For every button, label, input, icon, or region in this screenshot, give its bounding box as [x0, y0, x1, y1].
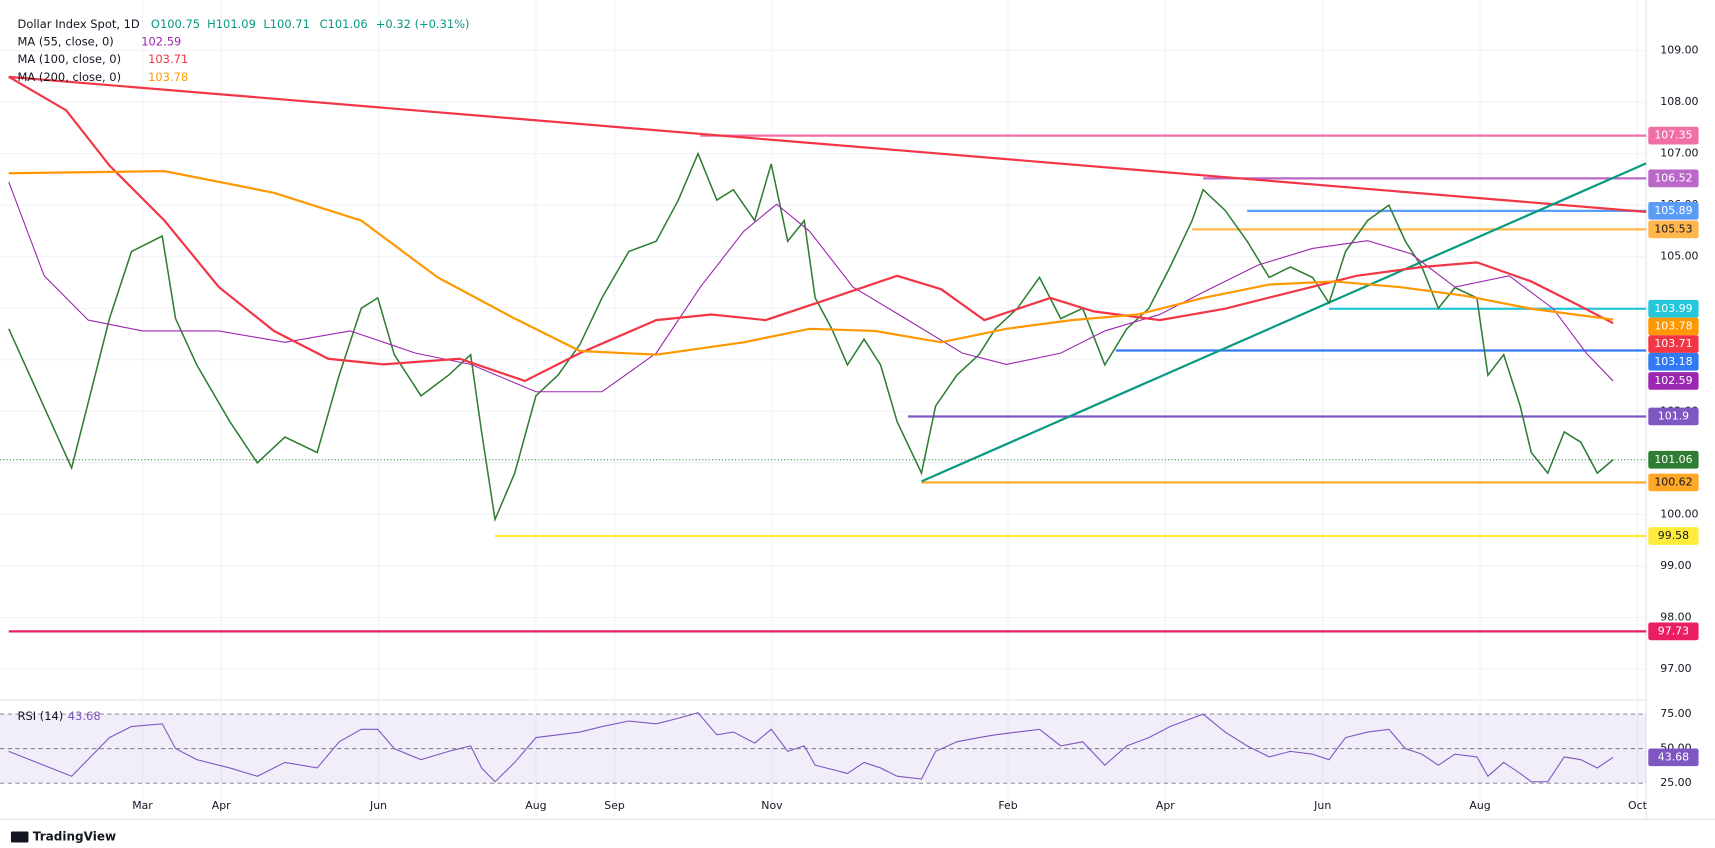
price-badge-label: 103.99 — [1654, 302, 1692, 315]
price-badge-label: 101.06 — [1654, 453, 1692, 466]
price-badge — [1648, 126, 1699, 145]
price-badge — [1648, 335, 1699, 353]
price-badge — [1648, 220, 1699, 239]
x-tick-label: Sep — [604, 799, 625, 812]
plot — [0, 75, 1647, 783]
price-badge-label: 99.58 — [1658, 529, 1689, 542]
legend-name: MA (100, close, 0) — [18, 52, 122, 66]
price-badge-label: 103.18 — [1654, 355, 1692, 368]
price-badge — [1648, 527, 1699, 545]
rsi-badge-label: 43.68 — [1658, 750, 1689, 763]
price-badge-label: 107.35 — [1654, 129, 1692, 142]
x-tick-label: Jun — [1313, 799, 1331, 812]
price-badge-label: 105.89 — [1654, 204, 1692, 217]
legend-name: MA (200, close, 0) — [18, 70, 122, 84]
rsi-tick-label: 25.00 — [1660, 776, 1691, 789]
quote-value: C101.06 — [320, 17, 368, 31]
y-tick-label: 109.00 — [1660, 44, 1698, 57]
rsi-line — [8, 712, 1614, 783]
price-badge-label: 106.52 — [1654, 171, 1692, 184]
trendline — [921, 162, 1647, 483]
price-badge — [1648, 473, 1699, 492]
price-badge — [1648, 169, 1699, 188]
trendline — [8, 75, 1647, 213]
y-tick-label: 100.00 — [1660, 507, 1698, 520]
quote-value: H101.09 — [207, 17, 256, 31]
price-badge — [1648, 352, 1699, 371]
price-badge-label: 102.59 — [1654, 374, 1692, 387]
y-tick-label: 99.00 — [1660, 559, 1691, 572]
price-badge — [1648, 407, 1699, 426]
legend-value: 103.71 — [148, 52, 188, 66]
y-tick-label: 98.00 — [1660, 610, 1691, 623]
quote-value: L100.71 — [263, 17, 309, 31]
title: Dollar Index Spot, 1D — [18, 17, 140, 31]
x-tick-label: Apr — [212, 799, 231, 812]
price-badge — [1648, 317, 1699, 336]
legend-name: MA (55, close, 0) — [18, 34, 114, 48]
moving-average — [8, 181, 1614, 393]
price-badge — [1648, 372, 1699, 390]
price-badge-label: 103.78 — [1654, 319, 1692, 332]
moving-average — [8, 75, 1614, 383]
rsi-value: 43.68 — [68, 709, 101, 723]
x-tick-label: Mar — [132, 799, 153, 812]
rsi-tick-label: 75.00 — [1660, 707, 1691, 720]
legend: Dollar Index Spot, 1D O100.75 H101.09 L100… — [18, 17, 470, 723]
quote-value: O100.75 — [151, 17, 200, 31]
brand-logo: TradingView — [10, 829, 116, 843]
price-badge — [1648, 299, 1699, 318]
price-badge — [1648, 450, 1699, 469]
x-tick-label: Aug — [1469, 799, 1490, 812]
price-badge-label: 103.71 — [1654, 337, 1692, 350]
x-tick-label: Jun — [369, 799, 387, 812]
price-badge — [1648, 202, 1699, 220]
price-badge-label: 101.9 — [1658, 409, 1689, 422]
price-badge — [1648, 622, 1699, 641]
price-badge-label: 105.53 — [1654, 222, 1692, 235]
moving-average — [8, 170, 1614, 356]
axis: 97.0098.0099.00100.00101.00102.00103.001… — [132, 44, 1699, 812]
price-line — [8, 151, 1614, 523]
y-tick-label: 105.00 — [1660, 250, 1698, 263]
quote-value: +0.32 (+0.31%) — [376, 17, 470, 31]
legend-value: 103.78 — [148, 70, 188, 84]
x-tick-label: Apr — [1156, 799, 1175, 812]
price-badge-label: 100.62 — [1654, 475, 1692, 488]
x-tick-label: Nov — [761, 799, 783, 812]
y-tick-label: 107.00 — [1660, 147, 1698, 160]
y-tick-label: 97.00 — [1660, 662, 1691, 675]
x-tick-label: Oct — [1628, 799, 1648, 812]
price-badge-label: 97.73 — [1658, 624, 1689, 637]
x-tick-label: Feb — [998, 799, 1017, 812]
rsi-name: RSI (14) — [18, 709, 64, 723]
legend-value: 102.59 — [141, 34, 181, 48]
x-tick-label: Aug — [525, 799, 546, 812]
brand: TradingView — [33, 829, 116, 843]
rsi-badge — [1648, 748, 1699, 767]
y-tick-label: 108.00 — [1660, 95, 1698, 108]
logo-mark — [10, 831, 29, 843]
